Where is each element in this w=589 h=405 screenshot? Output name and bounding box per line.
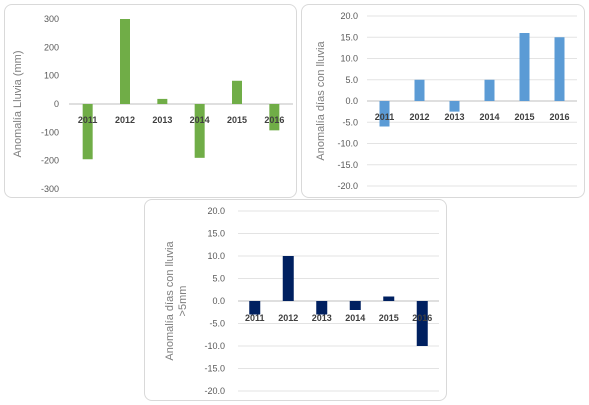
rain-days-anomaly-chart: 20.0 15.0 10.0 5.0 0.0 -5.0 -10.0 -15.0 -20.0 201… — [301, 4, 585, 198]
y-tick-label: 0.0 — [212, 296, 225, 306]
y-tick-label: 20.0 — [207, 206, 225, 216]
y-tick-label: -20.0 — [337, 181, 358, 191]
y-axis-title: Anomalía Lluvia (mm) — [12, 51, 24, 158]
y-tick-label: 0.0 — [345, 96, 358, 106]
x-category-label: 2016 — [412, 313, 432, 323]
bar-2011 — [249, 301, 261, 315]
y-tick-label: 0 — [54, 99, 59, 109]
bar-2014 — [194, 104, 205, 158]
y-tick-label: 200 — [44, 42, 59, 52]
bar-2016 — [269, 104, 280, 131]
bar-2013 — [157, 98, 168, 104]
y-tick-label: 5.0 — [345, 75, 358, 85]
x-category-label: 2014 — [190, 115, 210, 125]
y-tick-label: 300 — [44, 14, 59, 24]
x-category-label: 2016 — [549, 112, 569, 122]
x-category-label: 2015 — [514, 112, 534, 122]
bar-2013 — [316, 301, 328, 315]
rainfall-anomaly-chart: 300 200 100 0 -100 -200 -300 2011 2012 2013 2014 20… — [4, 4, 297, 198]
y-tick-label: -200 — [41, 156, 59, 166]
y-tick-label: 15.0 — [207, 229, 225, 239]
x-category-label: 2015 — [379, 313, 399, 323]
x-category-label: 2014 — [345, 313, 365, 323]
bar-2014 — [349, 301, 361, 310]
rain-days-5mm-anomaly-plot: 20.0 15.0 10.0 5.0 0.0 -5.0 -10.0 -15.0 -20.0 201… — [164, 206, 439, 396]
y-tick-label: -20.0 — [204, 386, 225, 396]
y-tick-label: -10.0 — [337, 139, 358, 149]
bar-2016 — [554, 37, 565, 101]
x-category-label: 2011 — [78, 115, 98, 125]
y-axis-title: Anomalía días con lluvia — [315, 41, 327, 161]
bar-2012 — [414, 79, 425, 101]
rain-days-5mm-anomaly-chart: 20.0 15.0 10.0 5.0 0.0 -5.0 -10.0 -15.0 -20.0 201… — [144, 199, 447, 401]
y-tick-label: 20.0 — [340, 11, 358, 21]
y-tick-label: -15.0 — [204, 364, 225, 374]
x-category-label: 2016 — [264, 115, 284, 125]
x-category-label: 2011 — [245, 313, 265, 323]
x-category-label: 2014 — [479, 112, 499, 122]
y-tick-label: -100 — [41, 127, 59, 137]
bar-2015 — [383, 296, 395, 301]
y-tick-label: -5.0 — [209, 319, 225, 329]
bar-2012 — [282, 256, 294, 301]
y-tick-label: -300 — [41, 184, 59, 194]
x-category-label: 2012 — [115, 115, 135, 125]
y-tick-label: 100 — [44, 71, 59, 81]
y-axis-title: >5mm — [177, 286, 189, 317]
bar-2015 — [519, 33, 530, 101]
x-category-label: 2013 — [444, 112, 464, 122]
rain-days-anomaly-plot: 20.0 15.0 10.0 5.0 0.0 -5.0 -10.0 -15.0 -20.0 201… — [315, 11, 577, 191]
bar-2012 — [120, 19, 130, 104]
y-axis-title: Anomalía días con lluvia — [164, 241, 176, 361]
bar-2015 — [232, 80, 242, 104]
bar-2013 — [449, 101, 460, 112]
x-category-label: 2011 — [375, 112, 395, 122]
bar-2011 — [379, 101, 390, 127]
bar-2016 — [416, 301, 428, 346]
x-category-label: 2012 — [409, 112, 429, 122]
x-category-label: 2012 — [278, 313, 298, 323]
x-category-label: 2013 — [312, 313, 332, 323]
y-tick-label: 5.0 — [212, 274, 225, 284]
y-tick-label: -15.0 — [337, 160, 358, 170]
rainfall-anomaly-plot: 300 200 100 0 -100 -200 -300 2011 2012 2013 2014 20… — [12, 14, 293, 194]
x-category-label: 2015 — [227, 115, 247, 125]
x-category-label: 2013 — [152, 115, 172, 125]
y-tick-label: -10.0 — [204, 341, 225, 351]
y-tick-label: 10.0 — [340, 54, 358, 64]
y-tick-label: 10.0 — [207, 251, 225, 261]
bar-2014 — [484, 79, 495, 101]
y-tick-label: 15.0 — [340, 32, 358, 42]
bar-2011 — [82, 104, 93, 160]
y-tick-label: -5.0 — [342, 117, 358, 127]
